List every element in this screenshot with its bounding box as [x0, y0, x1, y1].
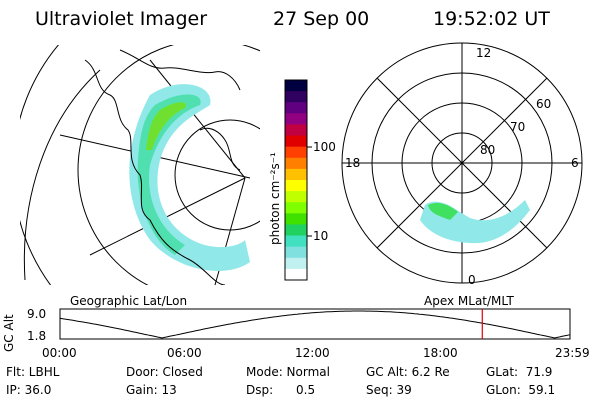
colorbar-stripe: [285, 235, 307, 248]
lat-label-60: 60: [536, 97, 552, 111]
colorbar-stripe: [285, 246, 307, 259]
altitude-ytick-high: 9.0: [27, 307, 47, 321]
colorbar-stripe: [285, 180, 307, 192]
mlt-label-0: 0: [468, 273, 476, 287]
coastline: [119, 49, 241, 91]
status-gcalt: GC Alt: 6.2 Re: [366, 365, 450, 379]
altitude-xtick: 06:00: [167, 346, 202, 360]
status-ip: IP: 36.0: [6, 383, 52, 397]
mlt-label-12: 12: [476, 46, 492, 60]
colorbar-stripe: [285, 224, 307, 237]
status-flt: Flt: LBHL: [6, 365, 60, 379]
colorbar-stripe: [285, 168, 307, 181]
colorbar-tick-100: 100: [313, 140, 336, 154]
status-glon: GLon: 59.1: [486, 383, 556, 397]
status-glat: GLat: 71.9: [486, 365, 553, 379]
colorbar-stripe: [285, 102, 307, 114]
colorbar-stripe: [285, 146, 307, 159]
coastline: [199, 127, 241, 171]
colorbar-stripe: [285, 213, 307, 225]
colorbar-stripe: [285, 91, 307, 103]
colorbar-stripe: [285, 113, 307, 125]
altitude-xtick: 00:00: [42, 346, 77, 360]
time-label: 19:52:02 UT: [433, 8, 550, 30]
mlt-label-18: 18: [345, 156, 361, 170]
colorbar-stripe: [285, 157, 307, 170]
status-gain: Gain: 13: [126, 383, 177, 397]
status-door: Door: Closed: [126, 365, 203, 379]
status-dsp: Dsp: 0.5: [246, 383, 316, 397]
colorbar-stripe: [285, 124, 307, 137]
mlt-label-6: 6: [571, 156, 579, 170]
colorbar-stripe: [285, 268, 307, 281]
colorbar-tick-10: 10: [313, 229, 329, 243]
aurora-band-core: [146, 102, 186, 150]
lat-label-80: 80: [480, 143, 496, 157]
polar-aurora-bright: [428, 202, 458, 220]
altitude-curve: [59, 310, 571, 339]
colorbar-stripe: [285, 202, 307, 214]
right-map-label: Apex MLat/MLT: [424, 294, 514, 308]
altitude-xtick: 12:00: [295, 346, 330, 360]
altitude-ylabel: GC Alt: [2, 314, 16, 352]
colorbar-stripe: [285, 135, 307, 148]
colorbar-frame: [284, 79, 308, 281]
status-mode: Mode: Normal: [246, 365, 330, 379]
left-map-label: Geographic Lat/Lon: [70, 294, 188, 308]
altitude-ytick-low: 1.8: [27, 329, 47, 343]
status-seq: Seq: 39: [366, 383, 412, 397]
lat-label-70: 70: [510, 120, 526, 134]
altitude-xtick: 23:59: [555, 346, 590, 360]
colorbar-stripe: [285, 80, 307, 92]
colorbar-stripe: [285, 257, 307, 270]
map-edge-arc: [23, 69, 101, 281]
latitude-circle: [77, 45, 260, 285]
mlt-axis-diagonal: [376, 77, 548, 249]
altitude-xtick: 18:00: [423, 346, 458, 360]
altitude-plot-frame: [59, 308, 571, 340]
longitude-line: [149, 59, 246, 179]
instrument-title: Ultraviolet Imager: [35, 8, 208, 30]
date-label: 27 Sep 00: [273, 8, 370, 30]
colorbar-stripe: [285, 191, 307, 203]
longitude-line: [89, 177, 246, 256]
coastline: [84, 59, 226, 285]
